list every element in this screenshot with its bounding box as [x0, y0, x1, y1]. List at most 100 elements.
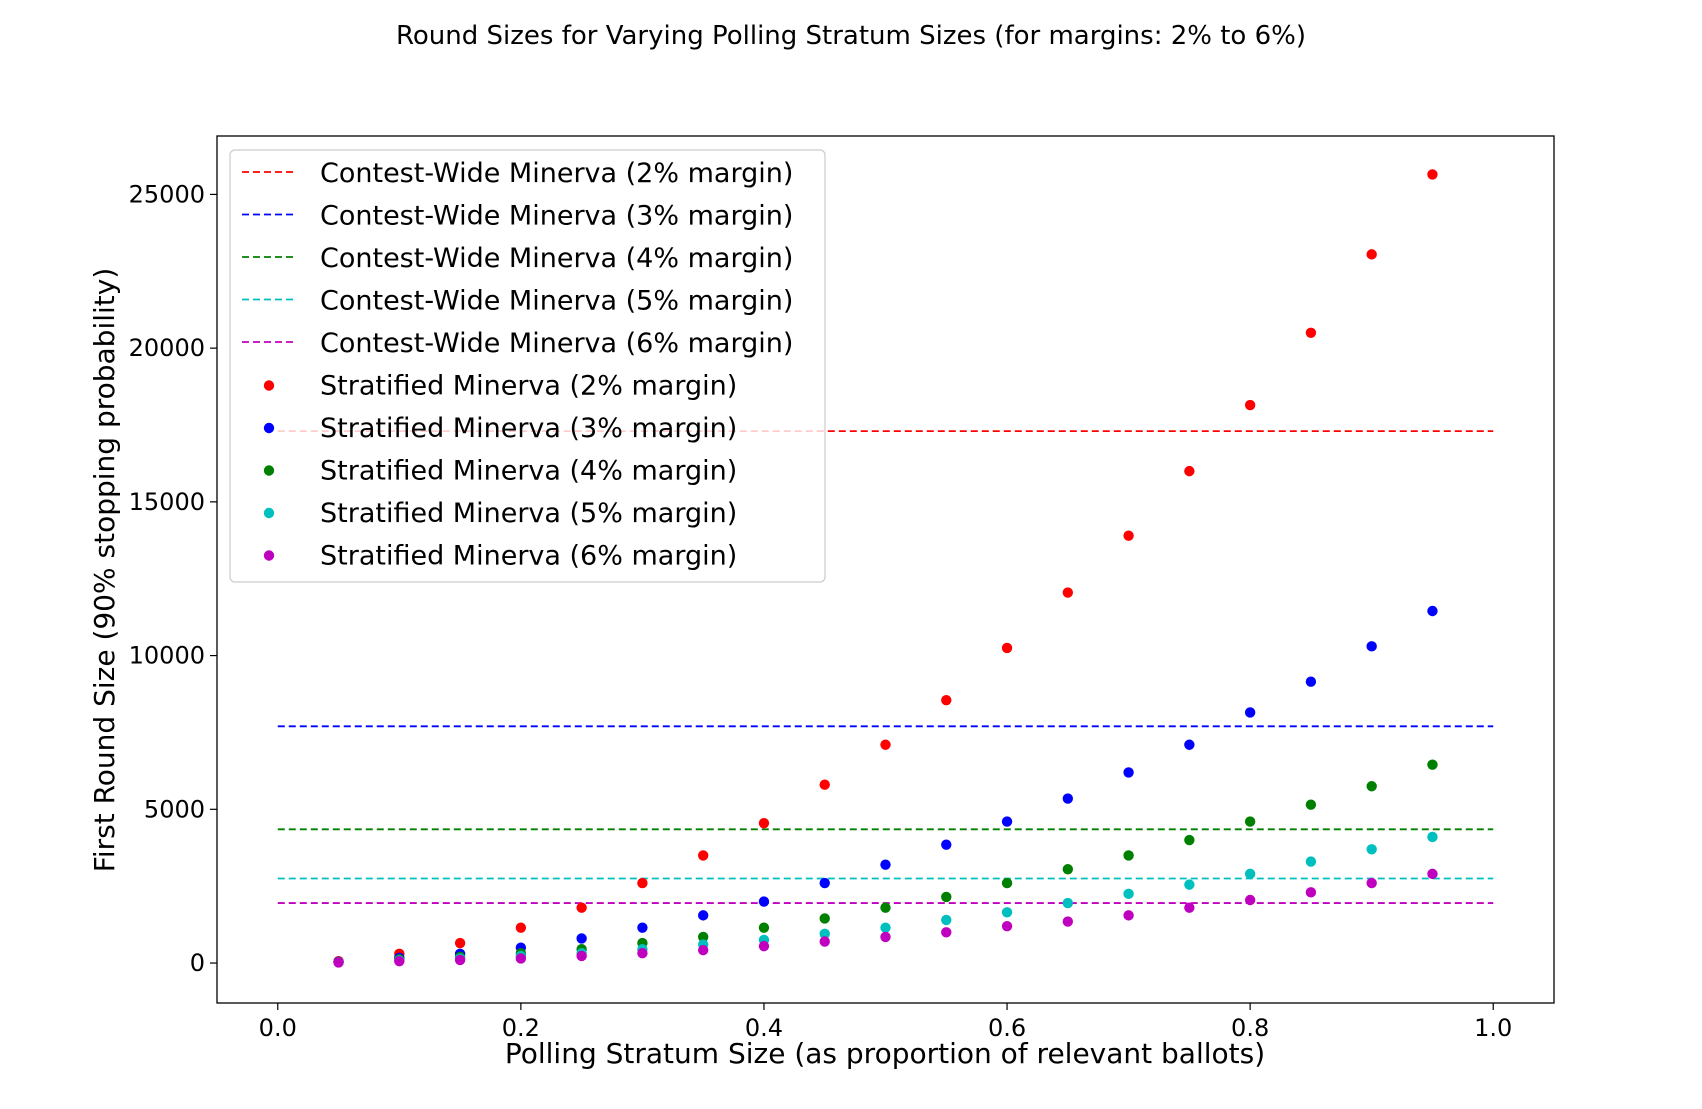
legend: Contest-Wide Minerva (2% margin) Contest-… — [229, 149, 826, 583]
legend-label: Stratified Minerva (6% margin) — [320, 541, 737, 572]
y-tick-label: 15000 — [129, 488, 205, 516]
point-5pct-13 — [1123, 888, 1134, 900]
point-6pct-15 — [1244, 894, 1256, 906]
x-tick-label: 0.8 — [1231, 1014, 1269, 1042]
point-4pct-18 — [1427, 759, 1438, 770]
point-2pct-18 — [1427, 169, 1438, 180]
y-axis-ticks: 0 5000 10000 15000 20000 25000 — [129, 180, 217, 977]
point-3pct-9 — [880, 859, 891, 870]
point-6pct-10 — [941, 927, 952, 938]
point-2pct-3 — [515, 922, 527, 933]
point-2pct-5 — [637, 877, 648, 889]
point-6pct-13 — [1123, 910, 1134, 921]
point-5pct-8 — [819, 928, 830, 940]
point-4pct-8 — [819, 913, 830, 924]
point-5pct-11 — [1001, 907, 1013, 918]
point-5pct-14 — [1184, 879, 1195, 890]
point-6pct-14 — [1184, 902, 1195, 913]
x-tick-label: 0.0 — [259, 1014, 297, 1042]
legend-label: Contest-Wide Minerva (5% margin) — [320, 286, 793, 317]
point-4pct-16 — [1305, 799, 1317, 810]
point-3pct-14 — [1184, 739, 1195, 750]
x-tick-label: 0.4 — [745, 1014, 783, 1042]
y-tick-label: 5000 — [144, 795, 205, 823]
point-6pct-2 — [454, 954, 466, 966]
point-3pct-5 — [637, 922, 648, 933]
point-4pct-10 — [941, 891, 952, 903]
legend-label: Contest-Wide Minerva (4% margin) — [320, 243, 793, 274]
x-axis-label: Polling Stratum Size (as proportion of r… — [505, 1037, 1265, 1070]
point-6pct-7 — [758, 940, 770, 952]
x-axis-ticks: 0.0 0.2 0.4 0.6 0.8 1.0 — [259, 1003, 1512, 1042]
legend-label: Stratified Minerva (3% margin) — [320, 413, 737, 444]
point-2pct-10 — [941, 694, 952, 706]
point-6pct-4 — [576, 950, 587, 962]
y-axis-label: First Round Size (90% stopping probabili… — [88, 268, 121, 873]
point-3pct-4 — [576, 933, 587, 944]
chart-title: Round Sizes for Varying Polling Stratum … — [396, 21, 1306, 51]
point-4pct-12 — [1062, 864, 1074, 875]
point-2pct-14 — [1184, 465, 1195, 477]
x-tick-label: 0.6 — [988, 1014, 1026, 1042]
point-5pct-12 — [1062, 897, 1074, 909]
point-4pct-14 — [1184, 834, 1195, 846]
point-6pct-11 — [1001, 920, 1013, 932]
point-6pct-3 — [515, 953, 527, 964]
y-tick-label: 25000 — [129, 180, 205, 208]
point-5pct-16 — [1305, 856, 1317, 867]
legend-label: Contest-Wide Minerva (6% margin) — [320, 328, 793, 359]
point-3pct-7 — [758, 896, 770, 907]
point-4pct-13 — [1123, 850, 1134, 861]
point-3pct-6 — [697, 910, 709, 921]
point-3pct-11 — [1001, 816, 1013, 827]
point-3pct-12 — [1062, 793, 1074, 804]
legend-dot-marker — [263, 507, 275, 519]
point-2pct-17 — [1366, 249, 1377, 260]
point-2pct-4 — [576, 902, 587, 913]
legend-dot-marker — [263, 380, 275, 391]
point-3pct-15 — [1244, 707, 1256, 718]
point-2pct-15 — [1244, 399, 1256, 411]
point-5pct-18 — [1427, 831, 1438, 843]
point-2pct-6 — [697, 850, 709, 861]
point-2pct-2 — [454, 937, 466, 949]
point-2pct-11 — [1001, 642, 1013, 654]
legend-box — [229, 149, 826, 583]
legend-dot-marker — [263, 465, 275, 476]
legend-label: Stratified Minerva (2% margin) — [320, 371, 737, 402]
point-3pct-17 — [1366, 641, 1377, 652]
point-6pct-1 — [394, 955, 405, 967]
y-tick-label: 0 — [190, 949, 205, 977]
legend-dot-marker — [263, 422, 275, 434]
legend-label: Stratified Minerva (5% margin) — [320, 498, 737, 529]
point-2pct-13 — [1123, 530, 1134, 541]
legend-label: Contest-Wide Minerva (2% margin) — [320, 158, 793, 189]
point-3pct-18 — [1427, 605, 1438, 617]
point-6pct-8 — [819, 936, 830, 947]
data-points — [333, 169, 1438, 968]
reference-lines — [277, 430, 1494, 904]
point-3pct-16 — [1305, 676, 1317, 687]
point-3pct-8 — [819, 877, 830, 889]
point-2pct-9 — [880, 739, 891, 750]
point-6pct-5 — [637, 947, 648, 959]
y-tick-label: 20000 — [129, 334, 205, 362]
plot-frame — [216, 135, 1555, 1004]
point-4pct-17 — [1366, 781, 1377, 792]
point-3pct-10 — [941, 839, 952, 850]
point-4pct-15 — [1244, 816, 1256, 827]
legend-dot-marker — [263, 550, 275, 561]
point-6pct-0 — [333, 957, 344, 968]
point-3pct-13 — [1123, 767, 1134, 778]
x-tick-label: 0.2 — [502, 1014, 540, 1042]
x-tick-label: 1.0 — [1474, 1014, 1512, 1042]
point-5pct-17 — [1366, 844, 1377, 855]
y-tick-label: 10000 — [129, 642, 205, 670]
point-6pct-16 — [1305, 887, 1317, 898]
point-6pct-12 — [1062, 916, 1074, 927]
point-2pct-8 — [819, 779, 830, 790]
point-6pct-18 — [1427, 868, 1438, 880]
point-4pct-9 — [880, 902, 891, 913]
point-6pct-17 — [1366, 877, 1377, 889]
